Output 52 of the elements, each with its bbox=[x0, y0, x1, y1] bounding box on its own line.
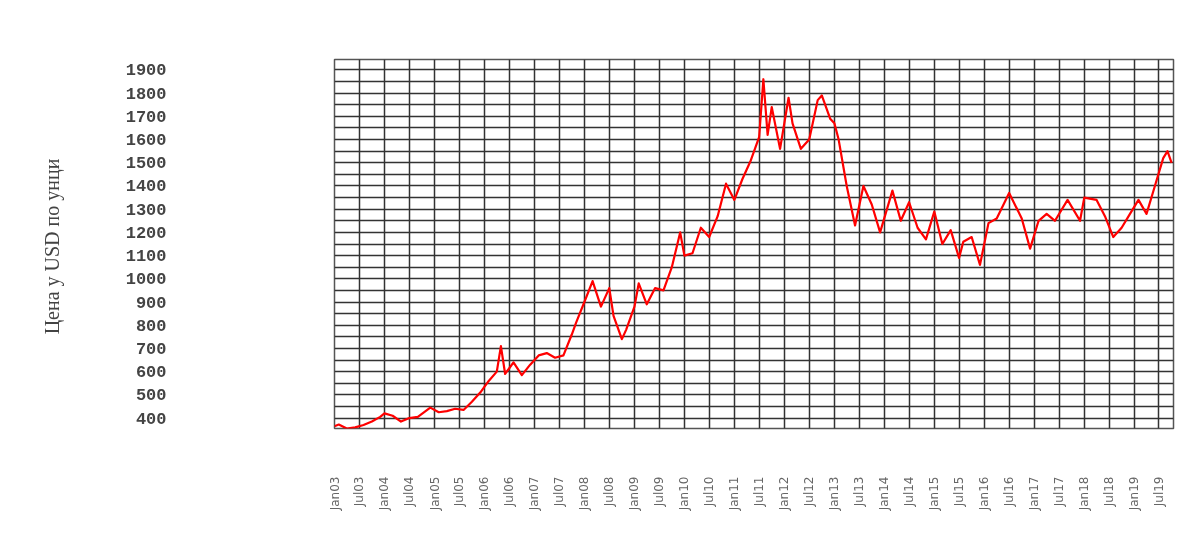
y-tick-label: 1400 bbox=[125, 177, 167, 197]
y-tick-label: 1700 bbox=[125, 107, 167, 127]
x-tick-label: Jul17 bbox=[1052, 476, 1067, 508]
y-axis-title: Цена у USD по унци bbox=[40, 158, 64, 335]
x-tick-label: Jul09 bbox=[652, 476, 667, 508]
x-tick-label: Jan13 bbox=[827, 476, 842, 512]
x-tick-label: Jan17 bbox=[1027, 476, 1042, 512]
x-tick-label: Jul07 bbox=[552, 476, 567, 508]
y-tick-label: 1600 bbox=[125, 131, 167, 151]
y-tick-label: 400 bbox=[135, 409, 167, 429]
x-tick-label: Jul15 bbox=[952, 476, 967, 508]
y-tick-label: 1200 bbox=[125, 223, 167, 243]
y-tick-label: 600 bbox=[135, 363, 167, 383]
x-tick-label: Jul16 bbox=[1002, 476, 1017, 508]
y-tick-label: 1900 bbox=[125, 61, 167, 81]
x-tick-label: Jan04 bbox=[377, 476, 392, 512]
y-tick-label: 1000 bbox=[125, 270, 167, 290]
x-tick-label: Jul08 bbox=[602, 476, 617, 508]
x-tick-label: Jul03 bbox=[352, 476, 367, 508]
y-tick-label: 1300 bbox=[125, 200, 167, 220]
x-tick-label: Jul05 bbox=[452, 476, 467, 508]
x-tick-label: Jan19 bbox=[1127, 476, 1142, 512]
x-tick-label: Jul10 bbox=[702, 476, 717, 508]
x-tick-label: Jan07 bbox=[527, 476, 542, 512]
x-tick-label: Jan14 bbox=[877, 476, 892, 512]
x-tick-label: Jan09 bbox=[627, 476, 642, 512]
x-tick-label: Jan03 bbox=[327, 476, 342, 512]
x-tick-label: Jul19 bbox=[1151, 476, 1166, 508]
x-tick-label: Jan05 bbox=[427, 476, 442, 512]
y-tick-label: 800 bbox=[135, 316, 167, 336]
y-tick-label: 500 bbox=[135, 386, 167, 406]
x-tick-label: Jul12 bbox=[802, 476, 817, 508]
y-tick-label: 1800 bbox=[125, 84, 167, 104]
x-tick-label: Jan11 bbox=[727, 476, 742, 512]
x-tick-label: Jul11 bbox=[752, 476, 767, 508]
x-tick-label: Jul04 bbox=[402, 476, 417, 508]
x-tick-label: Jul13 bbox=[852, 476, 867, 508]
x-tick-label: Jul14 bbox=[902, 476, 917, 508]
x-tick-label: Jan18 bbox=[1077, 476, 1092, 512]
line-series bbox=[334, 78, 1173, 429]
x-tick-label: Jan08 bbox=[577, 476, 592, 512]
y-tick-label: 700 bbox=[135, 339, 167, 359]
y-tick-label: 1500 bbox=[125, 154, 167, 174]
x-tick-label: Jan15 bbox=[927, 476, 942, 512]
x-tick-label: Jan12 bbox=[777, 476, 792, 512]
x-tick-label: Jan16 bbox=[977, 476, 992, 512]
x-tick-label: Jul06 bbox=[502, 476, 517, 508]
y-tick-label: 900 bbox=[135, 293, 167, 313]
y-tick-label: 1100 bbox=[125, 247, 167, 267]
x-tick-label: Jan06 bbox=[477, 476, 492, 512]
x-tick-label: Jan10 bbox=[677, 476, 692, 512]
x-tick-label: Jul18 bbox=[1102, 476, 1117, 508]
